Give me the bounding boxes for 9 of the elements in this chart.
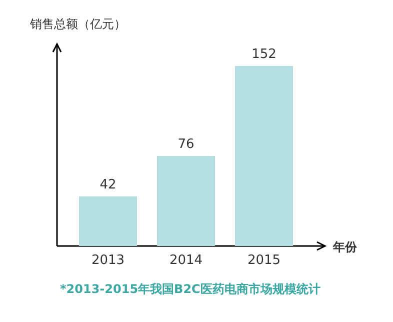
- text: *2013-2015年我国B2C医药电商市场规模统计: [60, 282, 320, 296]
- data-label: 76: [178, 137, 194, 152]
- data-label: 42: [100, 177, 116, 192]
- x-tick-label: 2014: [169, 253, 203, 268]
- x-tick-label: 2015: [247, 253, 281, 268]
- x-axis-title: 年份: [332, 240, 358, 254]
- y-axis-title: 销售总额（亿元）: [29, 17, 126, 31]
- data-label: 152: [252, 47, 276, 62]
- x-tick-label: 2013: [91, 253, 125, 268]
